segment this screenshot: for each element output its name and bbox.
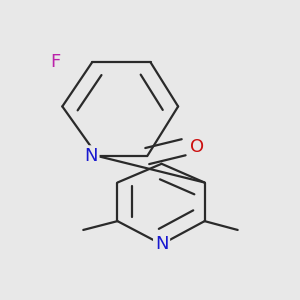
Text: N: N <box>84 147 98 165</box>
Text: O: O <box>190 138 204 156</box>
Text: N: N <box>155 235 168 253</box>
Text: F: F <box>51 53 61 71</box>
